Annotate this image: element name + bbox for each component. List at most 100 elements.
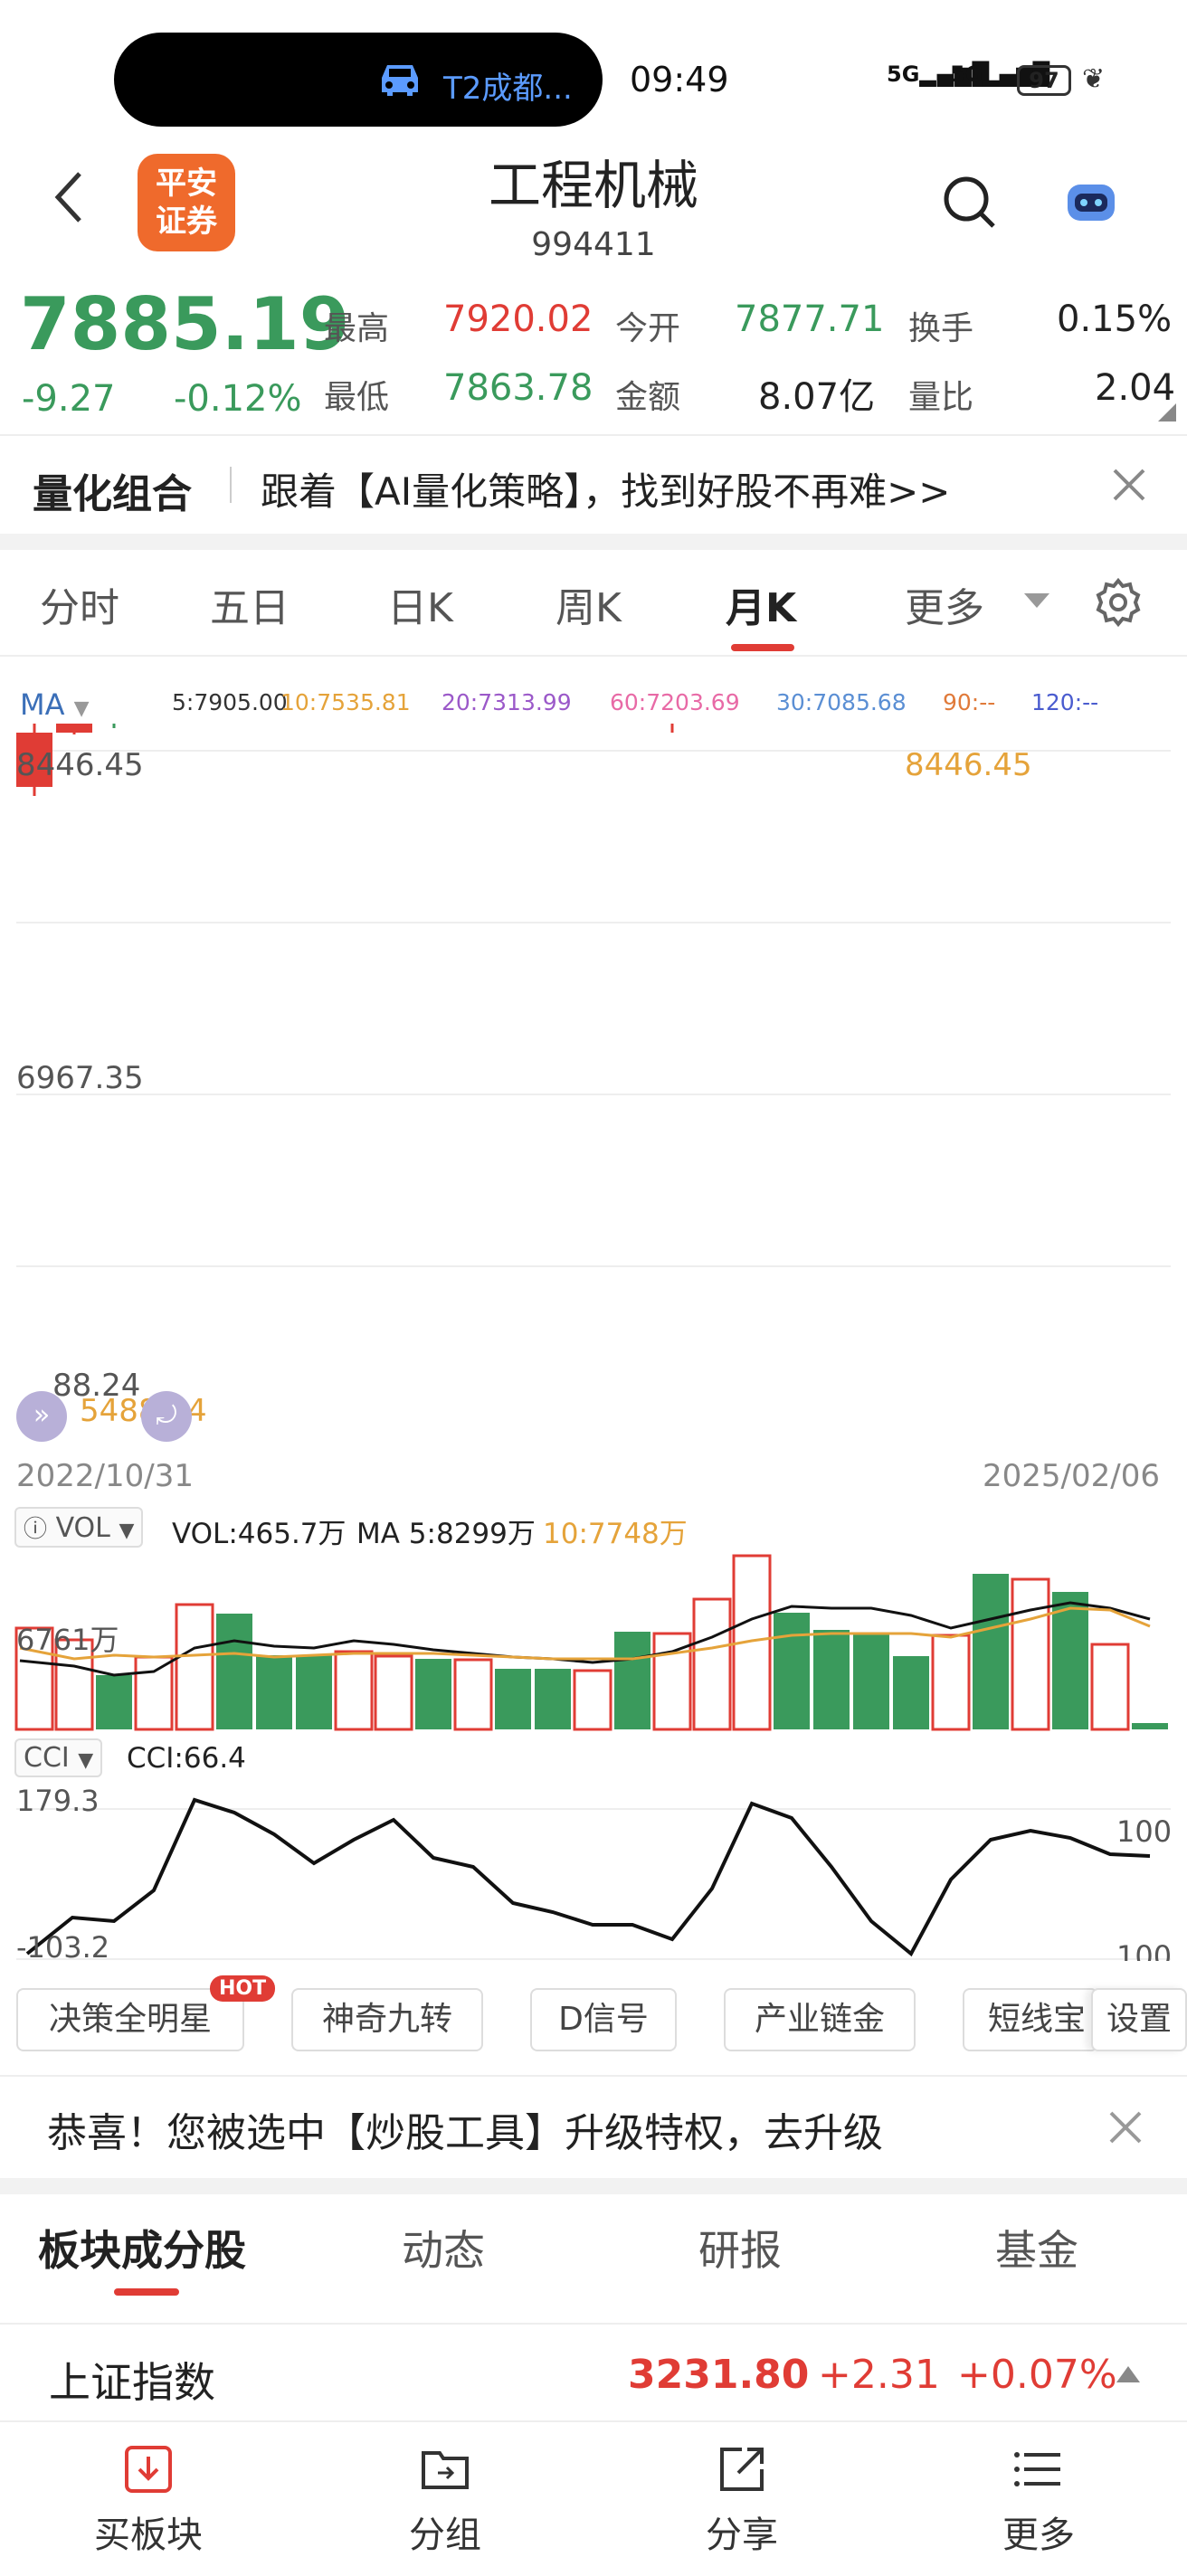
download-box-icon	[125, 2446, 172, 2493]
low-label: 最低	[324, 379, 390, 416]
max-price-marker: 8446.45	[905, 747, 1032, 783]
back-arrow-icon[interactable]	[51, 170, 87, 224]
ma90-legend: 90:--	[943, 689, 996, 715]
tool-button-row: 决策全明星 神奇九转 D信号 产业链金 短线宝 设置	[0, 1977, 1187, 2064]
tool-industry-chain[interactable]: 产业链金	[724, 1988, 916, 2051]
bottom-tab-indicator	[114, 2288, 179, 2296]
cci-axis-top: 179.3	[16, 1784, 100, 1818]
price-change-pct: -0.12%	[174, 378, 302, 420]
quant-banner[interactable]: 量化组合 跟着【AI量化策略】，找到好股不再难>>	[0, 434, 1187, 534]
chevron-down-icon[interactable]	[1024, 593, 1049, 610]
notice-top-divider	[0, 2075, 1187, 2077]
scroll-left-icon[interactable]: »	[16, 1391, 67, 1442]
active-tab-indicator	[731, 644, 794, 651]
tab-funds[interactable]: 基金	[995, 2226, 1078, 2275]
ma60-legend: 60:7203.69	[610, 689, 740, 715]
tool-decision-stars[interactable]: 决策全明星	[16, 1988, 244, 2051]
end-date: 2025/02/06	[983, 1458, 1160, 1494]
tab-intraday[interactable]: 分时	[40, 585, 119, 631]
expand-corner-icon[interactable]	[1158, 403, 1176, 421]
battery-indicator: 97	[1017, 65, 1071, 96]
tool-short-line[interactable]: 短线宝	[963, 1988, 1098, 2051]
share-icon	[720, 2448, 764, 2491]
collapse-up-icon[interactable]	[1116, 2366, 1140, 2382]
amount-value: 8.07亿	[758, 376, 876, 418]
index-pct: +0.07%	[957, 2352, 1117, 2398]
tool-magic-nine[interactable]: 神奇九转	[291, 1988, 483, 2051]
tab-more[interactable]: 更多	[905, 585, 984, 631]
banner-tag: 量化组合	[33, 471, 192, 517]
index-ticker-row[interactable]: 上证指数 3231.80 +2.31 +0.07%	[0, 2323, 1187, 2422]
clock: 09:49	[630, 60, 729, 99]
index-change: +2.31	[818, 2352, 940, 2398]
close-icon[interactable]	[1111, 467, 1147, 503]
candlestick-chart[interactable]	[0, 724, 1187, 1447]
amount-label: 金额	[615, 379, 681, 416]
cci-indicator-selector[interactable]: CCI ▼	[14, 1738, 103, 1777]
menu-icon	[1014, 2452, 1060, 2486]
vol-axis-label: 6761万	[16, 1623, 119, 1657]
gear-icon[interactable]	[1093, 577, 1144, 628]
start-date: 2022/10/31	[16, 1458, 194, 1494]
nav-share[interactable]: 分享	[651, 2442, 832, 2558]
sector-code: 994411	[531, 226, 656, 263]
ma-selector[interactable]: MA ▼	[20, 687, 90, 722]
turnover-label: 换手	[908, 310, 974, 347]
cci-ref-high: 100	[1116, 1814, 1173, 1849]
ma20-legend: 20:7313.99	[442, 689, 572, 715]
vol-value: VOL:465.7万	[172, 1518, 347, 1550]
tab-five-day[interactable]: 五日	[210, 585, 290, 631]
nav-more[interactable]: 更多	[948, 2442, 1129, 2558]
price-change: -9.27	[22, 378, 116, 420]
ma30-legend: 30:7085.68	[776, 689, 907, 715]
upgrade-notice[interactable]: 恭喜！您被选中【炒股工具】升级特权，去升级	[47, 2110, 883, 2156]
nav-group[interactable]: 分组	[355, 2442, 536, 2558]
leaf-icon: ❦	[1082, 63, 1106, 95]
cci-value: CCI:66.4	[127, 1742, 246, 1775]
high-label: 最高	[324, 310, 390, 347]
tool-settings[interactable]: 设置	[1091, 1988, 1187, 2051]
signal-5g-1: 5G▂▄▆█	[887, 62, 991, 87]
tab-constituents[interactable]: 板块成分股	[38, 2226, 246, 2275]
tabs-divider	[0, 655, 1187, 657]
price-axis-mid: 6967.35	[16, 1060, 144, 1096]
index-name: 上证指数	[49, 2358, 215, 2407]
nav-buy-sector[interactable]: 买板块	[58, 2442, 239, 2558]
ai-robot-icon[interactable]	[1062, 177, 1120, 228]
section-divider	[0, 534, 1187, 550]
folder-icon	[422, 2451, 469, 2489]
section-divider-2	[0, 2178, 1187, 2194]
ma10-legend: 10:7535.81	[280, 689, 411, 715]
tab-weekly-k[interactable]: 周K	[556, 585, 622, 631]
current-price: 7885.19	[20, 282, 350, 366]
volume-chart[interactable]	[0, 1547, 1187, 1733]
turnover-value: 0.15%	[1057, 298, 1173, 340]
tab-news[interactable]: 动态	[402, 2226, 485, 2275]
cci-axis-bottom: -103.2	[16, 1930, 110, 1965]
ma5-legend: 5:7905.00	[172, 689, 288, 715]
banner-divider	[230, 467, 232, 503]
low-value: 7863.78	[443, 367, 594, 409]
reset-view-icon[interactable]: ⤾	[141, 1391, 192, 1442]
tab-daily-k[interactable]: 日K	[387, 585, 453, 631]
tab-monthly-k[interactable]: 月K	[726, 585, 797, 631]
car-icon	[382, 65, 418, 96]
tool-d-signal[interactable]: D信号	[530, 1988, 677, 2051]
vol-indicator-selector[interactable]: ⓘ VOL ▼	[14, 1507, 144, 1548]
vol-ma5: MA 5:8299万	[356, 1518, 536, 1550]
dynamic-island[interactable]	[114, 33, 603, 127]
ma120-legend: 120:--	[1031, 689, 1099, 715]
cci-chart[interactable]	[0, 1773, 1187, 1966]
notice-close-icon[interactable]	[1107, 2109, 1144, 2145]
volratio-label: 量比	[908, 379, 974, 416]
cci-ref-low: 100	[1116, 1939, 1173, 1961]
live-activity-text: T2成都...	[443, 71, 573, 107]
tab-research[interactable]: 研报	[698, 2226, 782, 2275]
index-price: 3231.80	[628, 2352, 810, 2398]
price-axis-bottom: 88.24	[52, 1368, 141, 1404]
volratio-value: 2.04	[1095, 367, 1176, 409]
page-title: 工程机械	[488, 155, 698, 216]
search-icon[interactable]	[941, 174, 999, 232]
open-value: 7877.71	[735, 298, 885, 340]
price-axis-top: 8446.45	[16, 747, 144, 783]
